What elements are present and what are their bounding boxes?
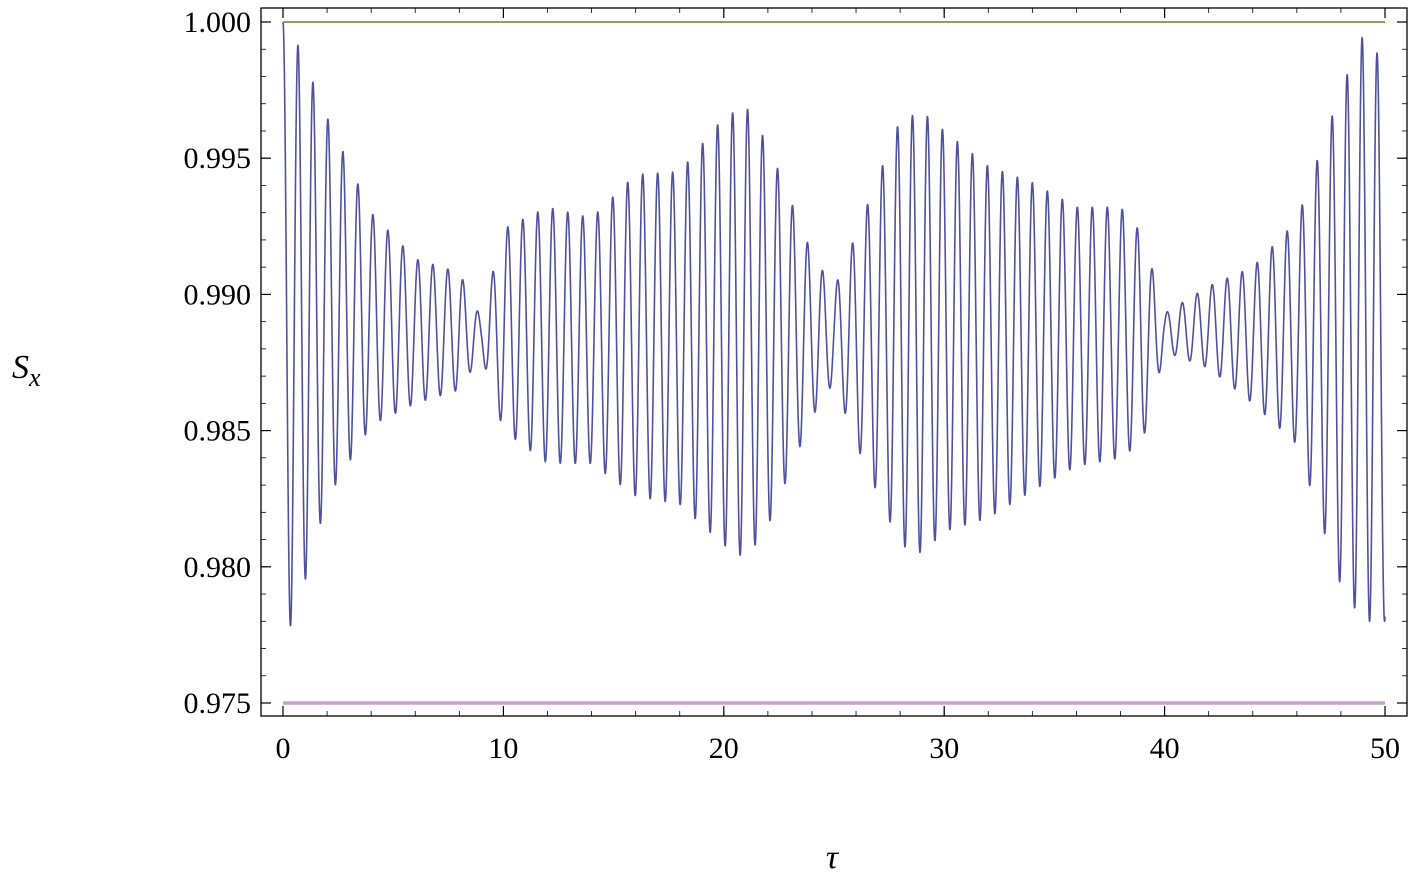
x-tick-label: 20 — [709, 732, 739, 765]
plot-frame — [260, 7, 1408, 717]
y-tick-label: 0.985 — [184, 415, 252, 448]
y-axis-title-main: S — [12, 349, 29, 386]
y-tick-label: 0.995 — [184, 142, 252, 175]
y-tick-labels: 1.000 0.995 0.990 0.985 0.980 0.975 — [184, 6, 252, 720]
x-tick-label: 40 — [1150, 732, 1180, 765]
series-layer — [282, 21, 1386, 705]
x-tick-label: 30 — [929, 732, 959, 765]
y-axis-title: Sx — [12, 349, 41, 392]
series-line-oscillation — [282, 21, 1386, 627]
tick-marks — [261, 8, 1407, 716]
y-tick-label: 1.000 — [184, 6, 252, 39]
x-tick-labels: 0 10 20 30 40 50 — [276, 732, 1401, 765]
x-tick-label: 50 — [1370, 732, 1400, 765]
x-tick-label: 0 — [276, 732, 291, 765]
y-tick-label: 0.990 — [184, 278, 252, 311]
y-axis-title-sub: x — [28, 363, 41, 392]
y-tick-label: 0.975 — [184, 687, 252, 720]
x-tick-label: 10 — [488, 732, 518, 765]
y-tick-label: 0.980 — [184, 551, 252, 584]
x-axis-title: τ — [826, 839, 840, 876]
